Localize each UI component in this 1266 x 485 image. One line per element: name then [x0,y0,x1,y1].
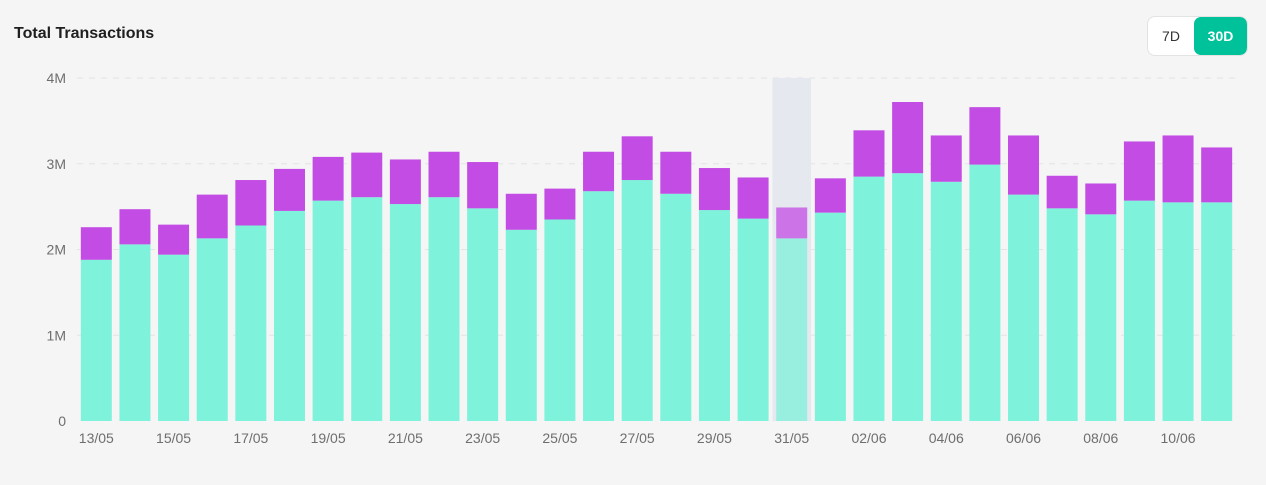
x-tick-label: 04/06 [929,430,964,446]
x-tick-label: 29/05 [697,430,732,446]
bar-base[interactable] [737,218,769,421]
x-tick-label: 23/05 [465,430,500,446]
y-tick-label: 0 [58,413,66,429]
bar-base[interactable] [235,225,267,421]
bar-top[interactable] [892,102,924,174]
bar-base[interactable] [196,238,228,421]
x-tick-label: 27/05 [620,430,655,446]
bar-base[interactable] [1123,200,1155,421]
bar-top[interactable] [544,188,576,220]
bar-base[interactable] [892,173,924,421]
chart-title: Total Transactions [14,25,155,42]
bar-top[interactable] [776,207,808,239]
bar-top[interactable] [312,156,344,201]
bar-top[interactable] [467,162,499,209]
bar-top[interactable] [351,152,383,198]
bar-base[interactable] [312,200,344,421]
y-tick-label: 3M [47,156,66,172]
bar-top[interactable] [583,151,615,192]
range-toggle[interactable]: 7D 30D [1147,16,1248,56]
bar-base[interactable] [814,212,846,421]
bar-base[interactable] [389,204,421,421]
bar-top[interactable] [814,178,846,213]
y-tick-label: 1M [47,327,66,343]
bar-base[interactable] [1201,202,1233,421]
bar-top[interactable] [1162,135,1194,203]
x-tick-label: 21/05 [388,430,423,446]
x-tick-label: 31/05 [774,430,809,446]
x-tick-label: 13/05 [79,430,114,446]
x-tick-label: 25/05 [542,430,577,446]
bar-base[interactable] [1008,194,1040,421]
bar-top[interactable] [698,168,730,211]
bar-top[interactable] [1085,183,1117,215]
x-tick-label: 19/05 [311,430,346,446]
bar-top[interactable] [930,135,962,182]
bar-top[interactable] [505,193,537,230]
range-7d-button[interactable]: 7D [1162,28,1180,44]
bar-base[interactable] [583,191,615,421]
x-tick-label: 06/06 [1006,430,1041,446]
bar-top[interactable] [737,177,769,219]
bar-top[interactable] [158,224,190,255]
bar-base[interactable] [930,181,962,421]
y-axis-ticks: 0 1M 2M 3M 4M [47,70,67,429]
bar-base[interactable] [776,238,808,421]
y-tick-label: 2M [47,242,66,258]
bar-base[interactable] [853,176,885,421]
bar-base[interactable] [119,244,151,421]
bar-top[interactable] [1008,135,1040,195]
bar-top[interactable] [235,180,267,226]
bar-top[interactable] [273,168,305,211]
bar-base[interactable] [158,254,190,421]
bar-base[interactable] [544,219,576,421]
bar-top[interactable] [1201,147,1233,203]
x-tick-label: 08/06 [1083,430,1118,446]
bar-base[interactable] [1085,214,1117,421]
bar-base[interactable] [428,197,460,421]
bar-base[interactable] [660,193,692,421]
grid-lines [77,77,1236,336]
bar-top[interactable] [196,194,228,239]
bar-base[interactable] [80,259,112,421]
bar-base[interactable] [273,210,305,421]
bar-top[interactable] [1046,175,1078,209]
bar-base[interactable] [467,208,499,421]
bar-base[interactable] [351,197,383,421]
bar-base[interactable] [698,210,730,421]
y-tick-label: 4M [47,70,66,86]
x-tick-label: 02/06 [851,430,886,446]
bar-top[interactable] [660,151,692,194]
bar-top[interactable] [428,151,460,198]
bar-base[interactable] [621,180,653,421]
range-30d-button[interactable]: 30D [1194,17,1247,55]
bar-top[interactable] [80,227,112,260]
bar-base[interactable] [969,164,1001,422]
bar-top[interactable] [389,159,421,205]
bar-top[interactable] [119,209,151,245]
bar-top[interactable] [621,136,653,181]
x-tick-label: 17/05 [233,430,268,446]
bar-base[interactable] [1046,208,1078,421]
bars [80,102,1233,422]
bar-base[interactable] [505,229,537,421]
x-tick-label: 10/06 [1161,430,1196,446]
bar-top[interactable] [1123,141,1155,201]
x-axis-ticks: 13/05 15/05 17/05 19/05 21/05 23/05 25/05 27/05… [79,430,1196,446]
x-tick-label: 15/05 [156,430,191,446]
bar-base[interactable] [1162,202,1194,421]
bar-top[interactable] [969,107,1001,165]
bar-top[interactable] [853,130,885,177]
